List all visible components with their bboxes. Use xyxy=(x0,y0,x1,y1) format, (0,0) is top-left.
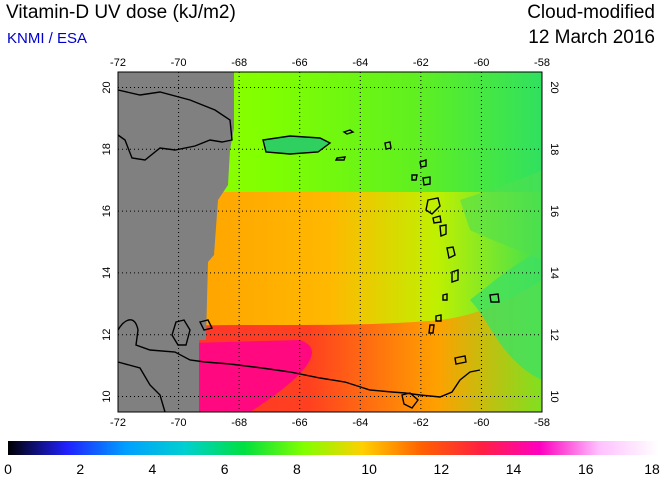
lon-tick-label-bottom: -62 xyxy=(413,417,429,429)
lat-tick-label-left: 20 xyxy=(101,81,113,93)
colorbar-label: 10 xyxy=(361,461,377,477)
lat-tick-label-left: 10 xyxy=(101,390,113,402)
lat-tick-label-left: 18 xyxy=(101,143,113,155)
colorbar-label: 2 xyxy=(76,461,84,477)
colorbar-ramp xyxy=(8,441,658,455)
lat-tick-label-left: 16 xyxy=(101,205,113,217)
graticule xyxy=(118,72,542,412)
lat-tick-label-right: 14 xyxy=(548,267,560,279)
lon-tick-label-bottom: -58 xyxy=(534,417,550,429)
lat-tick-label-right: 20 xyxy=(548,81,560,93)
colorbar-label: 4 xyxy=(149,461,157,477)
lat-tick-label-right: 12 xyxy=(548,329,560,341)
colorbar: 0 2 4 6 8 10 12 14 16 18 xyxy=(4,441,660,477)
lon-tick-label-top: -60 xyxy=(473,57,489,69)
lon-tick-label-top: -68 xyxy=(231,57,247,69)
colorbar-label: 12 xyxy=(434,461,450,477)
colorbar-label: 6 xyxy=(221,461,229,477)
lon-tick-label-top: -58 xyxy=(534,57,550,69)
lon-tick-label-top: -64 xyxy=(352,57,368,69)
longitude-ticks-bottom: -72 -70 -68 -66 -64 -62 -60 -58 xyxy=(110,417,550,429)
latitude-ticks-right: 10 12 14 16 18 20 xyxy=(548,81,560,402)
lon-tick-label-bottom: -66 xyxy=(292,417,308,429)
lon-tick-label-bottom: -72 xyxy=(110,417,126,429)
source-credit: KNMI / ESA xyxy=(7,30,88,47)
lat-tick-label-right: 18 xyxy=(548,143,560,155)
no-data-region xyxy=(118,72,234,412)
lat-tick-label-right: 16 xyxy=(548,205,560,217)
colorbar-label: 0 xyxy=(4,461,12,477)
colorbar-label: 8 xyxy=(293,461,301,477)
coastlines xyxy=(117,89,500,413)
product-mode: Cloud-modified xyxy=(527,2,655,23)
lon-tick-label-bottom: -70 xyxy=(171,417,187,429)
colorbar-label: 16 xyxy=(578,461,594,477)
uv-dose-field xyxy=(118,72,542,412)
lon-tick-label-bottom: -68 xyxy=(231,417,247,429)
longitude-ticks-top: -72 -70 -68 -66 -64 -62 -60 -58 xyxy=(110,57,550,69)
plot-frame xyxy=(117,71,543,413)
lat-tick-label-right: 10 xyxy=(548,390,560,402)
map-date: 12 March 2016 xyxy=(528,27,655,48)
colorbar-label: 18 xyxy=(644,461,660,477)
map-title: Vitamin-D UV dose (kJ/m2) xyxy=(6,2,236,23)
lon-tick-label-top: -66 xyxy=(292,57,308,69)
lon-tick-label-top: -72 xyxy=(110,57,126,69)
lon-tick-label-bottom: -60 xyxy=(473,417,489,429)
lon-tick-label-bottom: -64 xyxy=(352,417,368,429)
lat-tick-label-left: 14 xyxy=(101,267,113,279)
latitude-ticks-left: 10 12 14 16 18 20 xyxy=(101,81,113,402)
lat-tick-label-left: 12 xyxy=(101,329,113,341)
colorbar-label: 14 xyxy=(506,461,522,477)
lon-tick-label-top: -62 xyxy=(413,57,429,69)
lon-tick-label-top: -70 xyxy=(171,57,187,69)
